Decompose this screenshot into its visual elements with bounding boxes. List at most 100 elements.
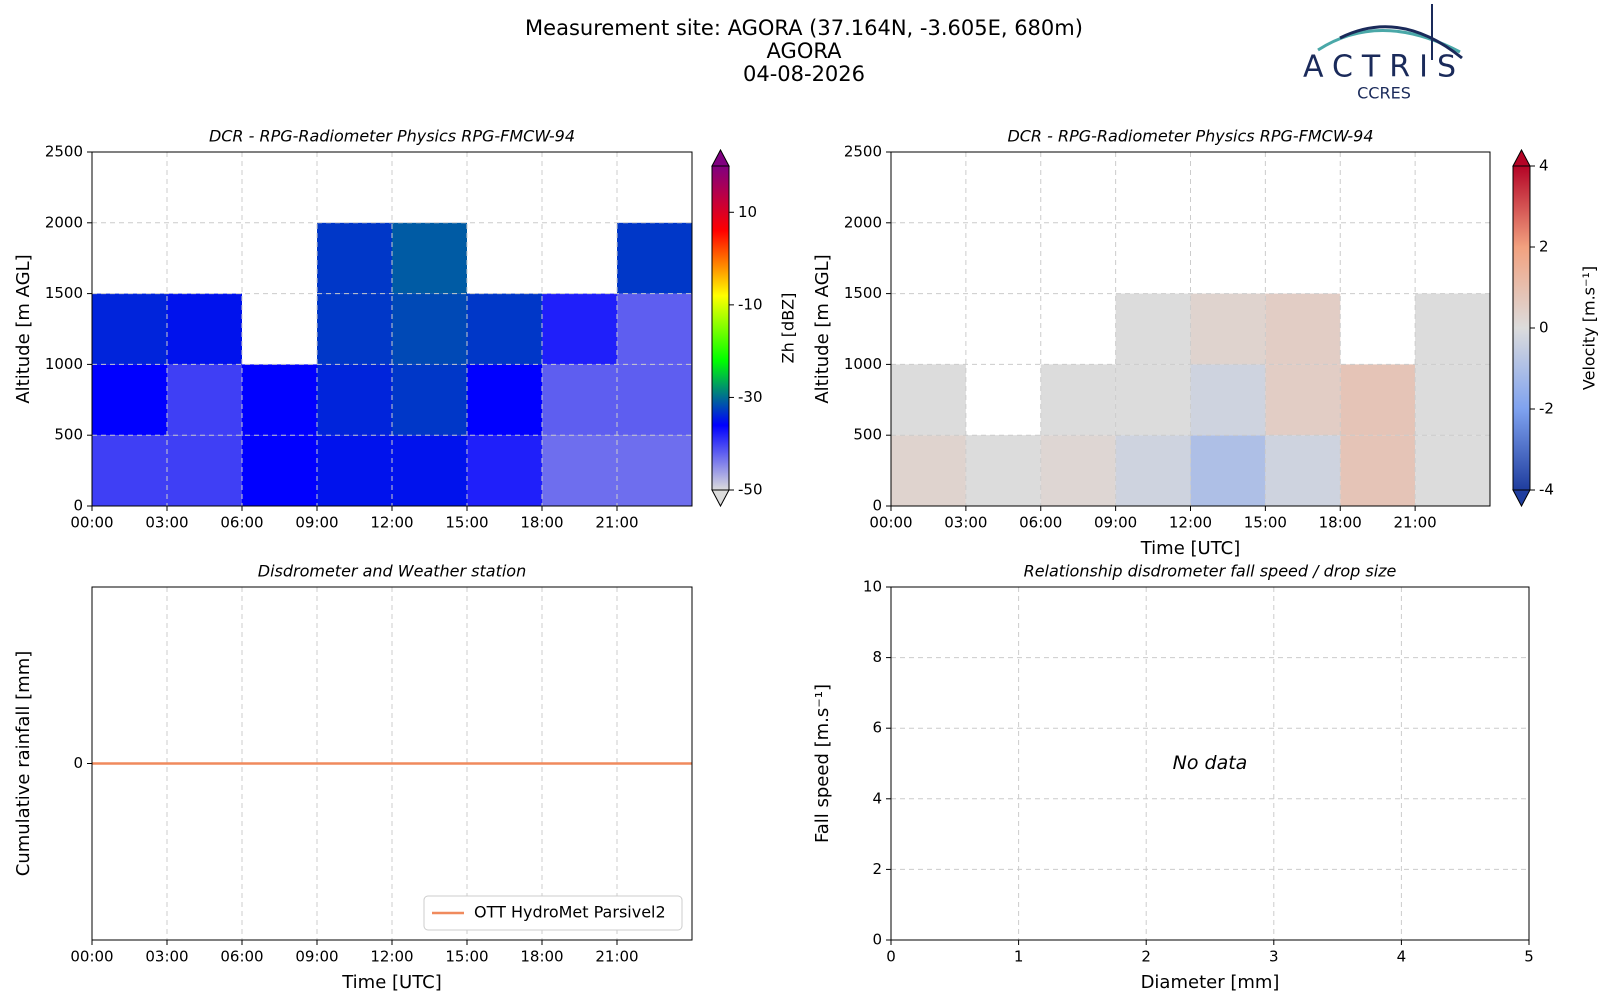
colorbar-label: Velocity [m.s⁻¹] [1580,266,1599,390]
y-tick-label: 1500 [844,284,882,302]
x-tick-label: 12:00 [370,514,413,532]
x-axis-label: Time [UTC] [1140,538,1241,559]
subplot-title: DCR - RPG-Radiometer Physics RPG-FMCW-94 [1007,127,1373,146]
logo-arc [1339,25,1463,60]
y-tick-label: 1000 [844,355,882,373]
x-tick-label: 21:00 [595,514,638,532]
y-tick-label: 0 [872,931,882,949]
y-tick-label: 2500 [844,143,882,161]
heatmap-cell [167,435,242,506]
colorbar-tick-label: 2 [1539,238,1549,256]
heatmap-cell [467,435,542,506]
x-tick-label: 21:00 [1394,514,1437,532]
heatmap-cell [242,364,317,436]
x-tick-label: 12:00 [1169,514,1212,532]
y-axis-label: Altitude [m AGL] [812,254,833,403]
colorbar-extend [711,148,730,167]
plot-frame [890,586,1530,941]
y-tick-label: 2 [872,860,882,878]
figure-date: 04-08-2026 [743,62,865,86]
subplot: DCR - RPG-Radiometer Physics RPG-FMCW-94… [812,127,1599,560]
x-tick-label: 00:00 [869,514,912,532]
x-tick-label: 09:00 [295,514,338,532]
y-tick-label: 0 [73,754,83,772]
heatmap-cell [1265,364,1341,436]
heatmap-cell [1415,364,1490,436]
x-tick-label: 0 [886,948,896,966]
logo: ACTRIS CCRES [1303,4,1465,103]
heatmap-cell [467,364,542,436]
heatmap-cell [92,364,167,436]
x-tick-label: 00:00 [70,514,113,532]
x-tick-label: 06:00 [220,514,263,532]
colorbar-tick-label: -2 [1539,400,1554,418]
x-axis-label: Diameter [mm] [1141,972,1280,993]
heatmap-cell [1340,364,1416,436]
x-tick-label: 2 [1141,948,1151,966]
heatmap-cell [617,293,692,365]
x-tick-label: 09:00 [295,948,338,966]
x-tick-label: 09:00 [1094,514,1137,532]
heatmap-cell [891,435,966,506]
x-tick-label: 15:00 [445,948,488,966]
heatmap-cell [167,364,242,436]
heatmap-cell [1190,364,1266,436]
y-axis-label: Fall speed [m.s⁻¹] [812,684,833,843]
colorbar-tick-label: -10 [738,295,763,313]
heatmap-cell [617,364,692,436]
logo-text: ACTRIS [1303,50,1465,85]
colorbar [1512,165,1531,491]
colorbar-tick-label: 10 [738,203,757,221]
legend: OTT HydroMet Parsivel2 [423,895,683,931]
x-tick-label: 1 [1014,948,1024,966]
annotation: No data [1173,752,1248,774]
x-tick-label: 15:00 [1244,514,1287,532]
colorbar [711,165,730,491]
subplot: DCR - RPG-Radiometer Physics RPG-FMCW-94… [13,127,798,532]
heatmap-cell [617,435,692,506]
y-axis-label: Altitude [m AGL] [13,254,34,403]
y-tick-label: 6 [872,719,882,737]
heatmap-cell [317,364,392,436]
y-tick-label: 1000 [45,355,83,373]
plot-area [890,151,1490,507]
colorbar-extend [711,489,730,508]
subplot: Disdrometer and Weather station Time [UTC… [13,562,693,993]
x-tick-label: 06:00 [1019,514,1062,532]
y-tick-label: 8 [872,648,882,666]
heatmap-cell [1415,435,1490,506]
heatmap-cell [392,435,467,506]
plot-area [91,151,692,507]
x-tick-label: 18:00 [520,948,563,966]
y-tick-label: 500 [853,426,882,444]
y-tick-label: 1500 [45,284,83,302]
heatmap-cell [1040,364,1116,436]
heatmap-cell [1115,293,1191,365]
heatmap-cell [1115,364,1191,436]
plot-frame [91,151,693,507]
heatmap-cell [542,435,617,506]
y-tick-label: 0 [73,497,83,515]
heatmap-cell [467,293,542,365]
colorbar-extend [1512,148,1531,167]
y-tick-label: 2500 [45,143,83,161]
y-tick-label: 4 [872,789,882,807]
subplot-title: DCR - RPG-Radiometer Physics RPG-FMCW-94 [209,127,575,146]
y-tick-label: 2000 [45,213,83,231]
colorbar-tick-label: -50 [738,481,763,499]
heatmap-cell [617,222,692,294]
x-tick-label: 21:00 [595,948,638,966]
plot-frame [91,586,693,941]
colorbar-tick-label: 4 [1539,157,1549,175]
y-tick-label: 10 [863,578,882,596]
heatmap-cell [891,364,966,436]
heatmap-cell [317,293,392,365]
x-tick-label: 03:00 [145,514,188,532]
x-tick-label: 12:00 [370,948,413,966]
heatmap-cell [242,435,317,506]
heatmap-cell [1190,293,1266,365]
heatmap-cell [167,293,242,365]
heatmap-cell [317,222,392,294]
colorbar-extend [1512,489,1531,508]
